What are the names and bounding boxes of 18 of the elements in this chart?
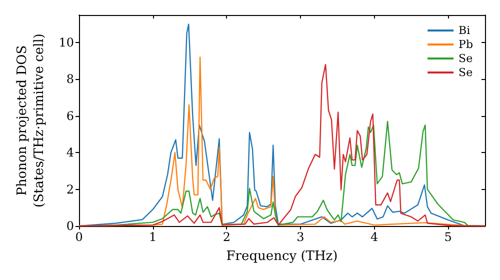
legend-label: Pb <box>458 38 474 51</box>
y-tick-label: 10 <box>58 36 74 50</box>
x-tick-label: 3 <box>296 230 304 244</box>
x-tick-label: 1 <box>149 230 157 244</box>
y-tick-label: 0 <box>66 219 74 233</box>
legend-label: Se <box>458 66 473 79</box>
y-axis-title: Phonon projected DOS (States/THz·primitive cell) <box>14 33 47 208</box>
y-tick-label: 4 <box>66 146 74 160</box>
x-axis-title: Frequency (THz) <box>226 249 338 264</box>
y-tick-label: 6 <box>66 108 74 123</box>
y-tick-label: 2 <box>66 182 74 196</box>
legend-label: Se <box>458 52 473 65</box>
y-tick-label: 8 <box>66 72 74 86</box>
x-tick-label: 2 <box>222 230 230 244</box>
x-tick-label: 0 <box>75 230 83 244</box>
legend-label: Bi <box>458 24 471 37</box>
x-tick-label: 5 <box>444 230 452 244</box>
x-tick-label: 4 <box>370 230 378 244</box>
